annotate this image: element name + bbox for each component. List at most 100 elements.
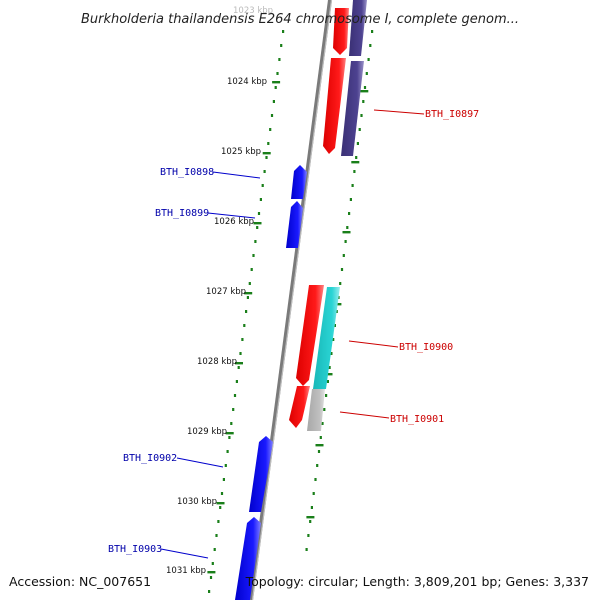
ruler-tick [356,142,359,145]
cds-bth-i0897-a [349,0,367,56]
ruler-tick [319,436,322,439]
ruler-tick [348,212,351,215]
gene-label-bth-i0897[interactable]: BTH_I0897 [425,109,479,120]
ruler-major-tick [207,571,216,574]
ruler-tick [245,310,248,313]
ruler-tick [269,128,272,131]
ruler-tick [326,380,329,383]
ruler-tick [278,58,281,61]
ruler-tick [248,282,251,285]
ruler-tick [215,534,218,537]
ruler-tick [307,534,310,537]
ruler-tick [367,58,370,61]
label-leaders [160,109,425,559]
kbp-label: 1028 kbp [197,357,237,367]
ruler-tick [243,324,246,327]
ruler-tick [252,254,255,257]
ruler-tick [333,324,336,327]
kbp-label: 1024 kbp [227,77,267,87]
ruler-tick [270,114,274,117]
cds-bth-i0897-b [341,61,364,156]
gene-bth-i0901[interactable] [289,386,310,428]
ruler-major-tick [342,231,351,234]
kbp-label: 1029 kbp [187,427,227,437]
ruler-tick [358,128,361,131]
ruler-tick [254,240,257,243]
ruler-tick [325,394,328,397]
gene-label-bth-i0902[interactable]: BTH_I0902 [123,453,177,464]
ruler-tick [267,142,270,145]
ruler-major-tick [360,90,369,93]
ruler-tick [363,86,367,89]
ruler-tick [342,254,345,257]
ruler-tick [208,590,211,593]
kbp-labels: 1023 kbp 1024 kbp 1025 kbp 1026 kbp 1027… [166,6,273,576]
gene-bth-i0903[interactable] [235,517,261,600]
ruler-tick [228,436,231,439]
kbp-label: 1023 kbp [233,6,273,16]
ruler-tick [369,44,372,47]
ruler-major-tick [225,432,234,435]
cds-bth-i0900 [313,287,340,389]
gene-bth-i0900[interactable] [296,285,324,386]
ruler-tick [261,184,264,187]
ruler-tick [276,72,279,75]
gene-bth-i0902[interactable] [249,436,273,512]
gene-bth-i0897-a[interactable] [333,8,349,55]
gene-bth-i0899[interactable] [286,201,303,248]
ruler-tick [316,464,319,467]
ruler-major-tick [216,502,225,505]
ruler-tick [209,576,213,579]
ruler-tick [224,464,227,467]
ruler-major-tick [262,152,271,155]
ruler-tick [282,30,285,33]
ruler-tick [314,478,317,481]
ruler-tick [230,422,233,425]
ruler-tick [222,478,225,481]
gene-bth-i0897-b[interactable] [323,58,346,154]
reverse-strand-genes [289,0,367,431]
ruler-tick [340,268,344,271]
ruler-tick [246,296,249,299]
ruler-major-tick [253,222,262,225]
gene-bth-i0898[interactable] [291,165,307,199]
gene-label-bth-i0899[interactable]: BTH_I0899 [155,208,209,219]
gene-label-bth-i0903[interactable]: BTH_I0903 [108,544,162,555]
ruler-tick [220,492,224,495]
ruler-tick [257,212,261,215]
ruler-tick [219,506,222,509]
ruler-major-tick [306,516,315,519]
gene-label-bth-i0898[interactable]: BTH_I0898 [160,167,214,178]
ruler-tick [349,198,352,201]
kbp-label: 1026 kbp [214,217,254,227]
ruler-tick [250,268,253,271]
ruler-major-tick [351,161,360,164]
kbp-label: 1030 kbp [177,497,217,507]
topology-text: Topology: circular; Length: 3,809,201 bp… [245,574,589,589]
cds-bth-i0901 [307,389,325,431]
ruler-tick [328,366,331,369]
ruler-tick [217,520,220,523]
ruler-major-tick [272,81,281,84]
ruler-tick [344,240,347,243]
ruler-tick [305,548,308,551]
ruler-tick [211,562,214,565]
map-title: Burkholderia thailandensis E264 chromoso… [81,12,519,27]
kbp-label: 1025 kbp [221,147,261,157]
gene-label-bth-i0900[interactable]: BTH_I0900 [399,342,453,353]
gene-labels: BTH_I0898 BTH_I0899 BTH_I0902 BTH_I0903 … [108,109,479,555]
ruler-tick [272,100,275,103]
ruler-tick [241,338,244,341]
ruler-tick [232,408,235,411]
gene-label-bth-i0901[interactable]: BTH_I0901 [390,414,444,425]
ruler-tick [274,86,277,89]
ruler-major-tick [244,292,253,295]
chromosome-backbone [249,0,333,600]
kbp-label: 1031 kbp [166,566,206,576]
forward-strand-genes [235,165,307,600]
ruler-tick [280,44,283,47]
ruler-tick [310,506,313,509]
ruler-tick [365,72,368,75]
kbp-label: 1027 kbp [206,287,246,297]
